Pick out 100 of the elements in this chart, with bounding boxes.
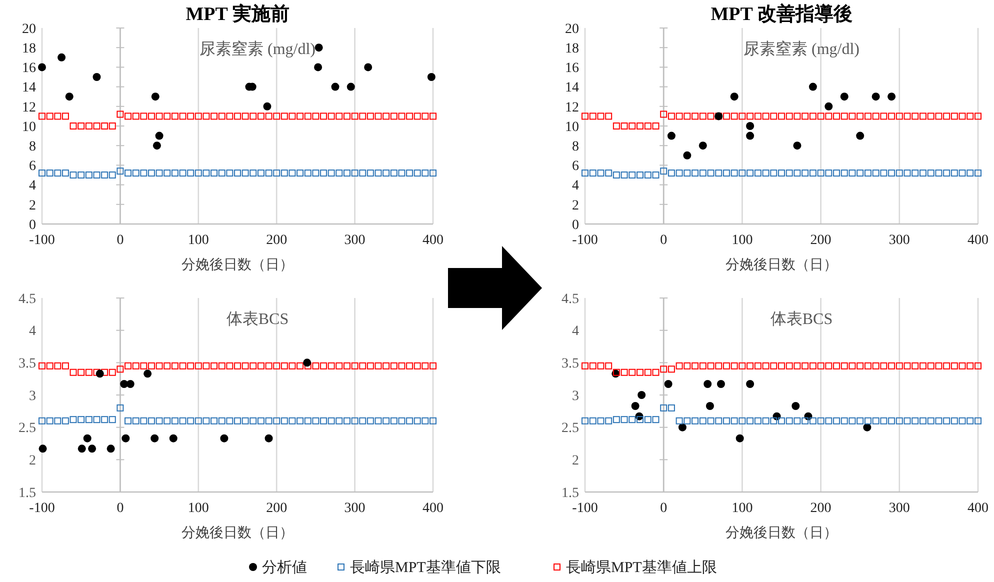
y-tick-label: 2.5 bbox=[562, 421, 579, 436]
point bbox=[250, 112, 257, 120]
point bbox=[312, 170, 320, 177]
y-tick-label: 2 bbox=[29, 454, 36, 469]
point bbox=[802, 362, 809, 370]
point bbox=[824, 102, 833, 110]
point bbox=[746, 122, 754, 130]
y-tick-label: 6 bbox=[572, 159, 579, 174]
point bbox=[638, 391, 646, 399]
point bbox=[974, 417, 982, 424]
point bbox=[179, 170, 186, 177]
point bbox=[83, 434, 92, 442]
point bbox=[116, 404, 124, 412]
point bbox=[809, 170, 816, 177]
point bbox=[320, 170, 328, 177]
point bbox=[582, 417, 588, 424]
point bbox=[406, 170, 414, 177]
x-tick-label: -100 bbox=[29, 233, 55, 248]
point bbox=[778, 362, 785, 370]
point bbox=[273, 112, 280, 120]
point bbox=[132, 170, 140, 177]
point bbox=[140, 362, 148, 370]
point bbox=[156, 170, 163, 177]
legend-label: 長崎県MPT基準値上限 bbox=[566, 559, 717, 576]
point bbox=[304, 417, 312, 424]
point bbox=[684, 170, 691, 177]
point bbox=[684, 362, 691, 370]
point bbox=[762, 362, 770, 370]
point bbox=[263, 102, 272, 110]
point bbox=[92, 73, 101, 81]
x-tick-label: 100 bbox=[732, 501, 753, 516]
y-tick-label: 14 bbox=[565, 80, 579, 96]
point bbox=[140, 170, 148, 177]
point bbox=[62, 417, 69, 424]
point bbox=[833, 417, 840, 424]
y-tick-label: 4 bbox=[29, 178, 36, 194]
point bbox=[746, 112, 754, 120]
y-tick-label: 4.5 bbox=[562, 292, 579, 307]
point bbox=[770, 170, 778, 177]
point bbox=[38, 362, 46, 370]
point bbox=[273, 362, 280, 370]
point bbox=[896, 417, 903, 424]
point bbox=[770, 112, 778, 120]
point bbox=[218, 362, 226, 370]
point bbox=[398, 417, 406, 424]
point bbox=[328, 417, 335, 424]
point bbox=[62, 170, 69, 177]
point bbox=[943, 112, 950, 120]
point bbox=[802, 112, 809, 120]
point bbox=[809, 417, 816, 424]
point bbox=[676, 417, 683, 424]
point bbox=[636, 368, 644, 376]
point bbox=[320, 112, 328, 120]
point bbox=[382, 112, 390, 120]
point bbox=[927, 170, 934, 177]
point bbox=[833, 170, 840, 177]
point bbox=[699, 112, 706, 120]
point bbox=[132, 112, 140, 120]
point bbox=[935, 112, 942, 120]
point bbox=[171, 417, 178, 424]
point bbox=[620, 172, 628, 178]
point bbox=[374, 170, 382, 177]
point bbox=[164, 170, 171, 177]
point bbox=[974, 170, 982, 177]
point bbox=[124, 170, 132, 177]
point bbox=[320, 417, 328, 424]
point bbox=[715, 170, 722, 177]
point bbox=[296, 362, 304, 370]
point bbox=[840, 112, 848, 120]
point bbox=[872, 112, 880, 120]
point bbox=[220, 434, 228, 442]
point bbox=[856, 132, 864, 140]
point bbox=[904, 417, 911, 424]
point bbox=[374, 417, 382, 424]
point bbox=[70, 416, 77, 424]
y-tick-label: 20 bbox=[565, 22, 579, 37]
point bbox=[794, 417, 801, 424]
point bbox=[746, 170, 754, 177]
point bbox=[864, 170, 872, 177]
point bbox=[93, 172, 100, 178]
point bbox=[430, 362, 436, 370]
point bbox=[597, 170, 604, 177]
point bbox=[46, 362, 54, 370]
point bbox=[257, 417, 264, 424]
point bbox=[927, 112, 934, 120]
point bbox=[70, 368, 77, 376]
point bbox=[78, 122, 85, 130]
point bbox=[346, 82, 355, 91]
point bbox=[202, 170, 210, 177]
chart-title: MPT 改善指導後 bbox=[710, 3, 852, 25]
point bbox=[351, 362, 358, 370]
point bbox=[156, 362, 163, 370]
point bbox=[605, 417, 612, 424]
point bbox=[612, 416, 620, 424]
x-tick-label: 400 bbox=[968, 233, 988, 248]
point bbox=[414, 170, 421, 177]
point bbox=[738, 417, 746, 424]
point bbox=[974, 112, 982, 120]
point bbox=[817, 362, 824, 370]
point bbox=[716, 380, 725, 388]
